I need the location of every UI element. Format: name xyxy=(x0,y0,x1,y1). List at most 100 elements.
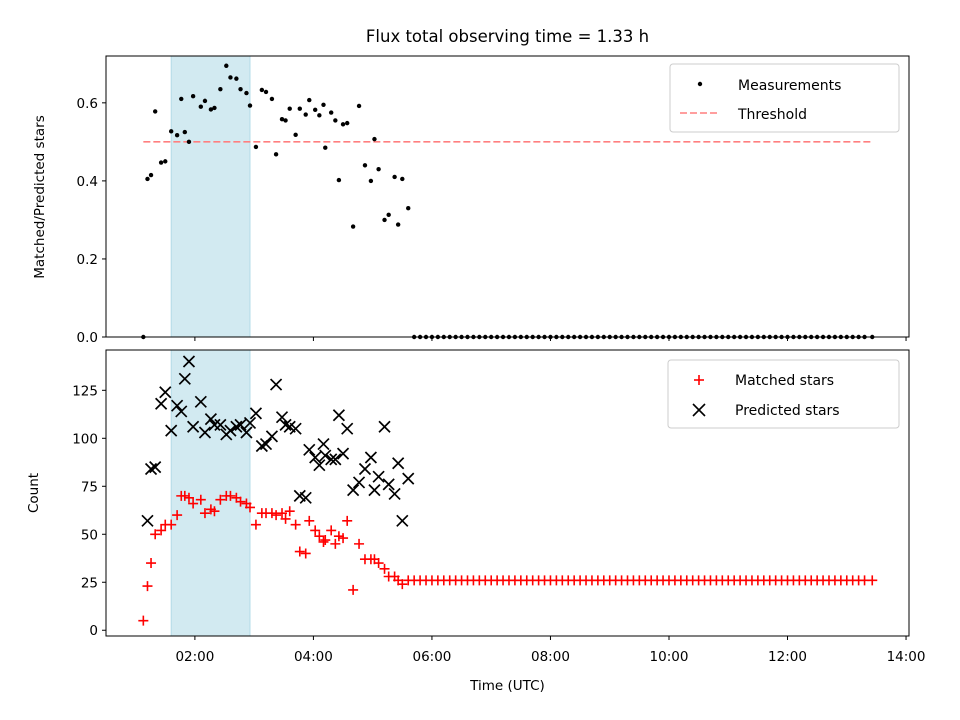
predicted-star-point xyxy=(402,472,415,485)
predicted-star-point xyxy=(194,395,207,408)
count-x-tick-label: 08:00 xyxy=(531,649,570,665)
matched-star-point xyxy=(250,519,261,530)
count-y-tick-label: 25 xyxy=(81,575,98,591)
predicted-star-point xyxy=(368,484,381,497)
predicted-star-point xyxy=(214,418,227,431)
measurement-point xyxy=(382,217,387,223)
ratio-y-label: Matched/Predicted stars xyxy=(32,115,48,278)
legend-matched-marker xyxy=(694,375,704,385)
matched-star-point xyxy=(379,563,390,574)
predicted-star-point xyxy=(171,399,184,412)
predicted-star-point xyxy=(313,459,326,472)
predicted-star-point xyxy=(388,487,401,501)
measurement-point xyxy=(386,212,391,218)
predicted-star-point xyxy=(165,424,178,437)
legend-predicted-marker xyxy=(692,403,706,417)
matched-star-point xyxy=(277,508,288,519)
predicted-star-point xyxy=(279,418,292,431)
measurement-point xyxy=(148,172,154,178)
measurement-point xyxy=(218,86,223,92)
measurement-point xyxy=(238,86,243,92)
count-legend: Matched stars Predicted stars xyxy=(667,359,900,429)
predicted-star-point xyxy=(159,386,172,399)
matched-star-point xyxy=(235,496,246,507)
matched-star-point xyxy=(138,615,149,626)
predicted-star-point xyxy=(265,430,279,443)
observing-window-span xyxy=(170,55,251,338)
measurement-point xyxy=(273,152,279,157)
predicted-star-point xyxy=(198,426,212,439)
matched-star-point xyxy=(146,558,157,569)
count-y-tick-label: 0 xyxy=(89,623,98,639)
chart-title: Flux total observing time = 1.33 h xyxy=(366,27,649,46)
predicted-star-point xyxy=(317,437,330,451)
matched-star-point xyxy=(172,510,183,521)
matched-star-point xyxy=(373,558,384,569)
measurement-point xyxy=(323,145,328,150)
measurement-point xyxy=(174,133,180,138)
predicted-star-point xyxy=(144,462,158,476)
matched-star-point xyxy=(348,584,359,595)
matched-star-point xyxy=(195,494,206,505)
matched-star-point xyxy=(142,581,153,592)
predicted-star-point xyxy=(382,478,395,491)
matched-star-point xyxy=(156,525,167,536)
measurement-point xyxy=(376,166,381,172)
predicted-star-point xyxy=(341,422,354,435)
measurement-point xyxy=(259,87,265,93)
matched-star-point xyxy=(215,494,226,505)
measurement-point xyxy=(190,93,196,99)
measurement-point xyxy=(336,177,342,183)
matched-star-point xyxy=(326,525,337,536)
predicted-star-point xyxy=(175,405,188,418)
measurement-point xyxy=(340,122,346,127)
ratio-y-axis: 0.0 0.2 0.4 0.6 xyxy=(77,96,106,346)
predicted-star-point xyxy=(325,453,338,466)
legend-threshold-label: Threshold xyxy=(737,107,807,123)
matched-star-point xyxy=(318,536,329,547)
count-x-tick-label: 14:00 xyxy=(887,649,926,665)
measurement-point xyxy=(297,106,302,111)
measurement-point xyxy=(317,113,322,118)
measurement-point xyxy=(179,96,184,102)
ratio-legend-box xyxy=(669,63,900,133)
predicted-star-point xyxy=(243,416,257,430)
predicted-star-point xyxy=(275,411,289,424)
measurement-point xyxy=(152,109,158,114)
measurement-point xyxy=(293,132,298,138)
predicted-star-point xyxy=(178,372,191,385)
measurement-point xyxy=(362,163,368,168)
predicted-star-point xyxy=(396,514,409,527)
matched-star-point xyxy=(266,508,277,519)
count-x-axis: 02:00 04:00 06:00 08:00 10:00 12:00 14:00 xyxy=(175,636,925,665)
measurement-point xyxy=(269,96,275,102)
predicted-star-point xyxy=(240,426,253,439)
predicted-star-point xyxy=(224,424,237,437)
predicted-star-point xyxy=(249,407,263,420)
ratio-x-ticks xyxy=(194,337,907,341)
measurement-point xyxy=(312,107,318,113)
measurement-point xyxy=(395,222,401,227)
ratio-y-tick-label: 0.6 xyxy=(77,96,98,112)
measurement-point xyxy=(234,76,239,81)
ratio-legend: Measurements Threshold xyxy=(669,63,900,133)
measurement-point xyxy=(198,104,204,109)
matched-star-point xyxy=(342,515,353,526)
matched-star-point xyxy=(304,515,315,526)
matched-star-point xyxy=(183,492,194,503)
count-x-tick-label: 12:00 xyxy=(768,649,807,665)
measurement-point xyxy=(253,144,259,150)
predicted-star-point xyxy=(364,451,378,464)
predicted-star-point xyxy=(259,437,273,451)
measurement-point xyxy=(368,178,374,184)
matched-star-point xyxy=(188,498,199,509)
matched-star-point xyxy=(867,575,878,586)
predicted-star-point xyxy=(358,462,372,476)
matched-points xyxy=(138,490,878,626)
predicted-star-point xyxy=(329,453,342,466)
matched-star-point xyxy=(179,490,190,501)
predicted-star-point xyxy=(336,447,350,460)
count-panel: 0 25 50 75 100 125 02:00 04:00 06:00 08:00 10:00 1… xyxy=(26,349,925,694)
legend-measurements-marker xyxy=(697,81,703,87)
